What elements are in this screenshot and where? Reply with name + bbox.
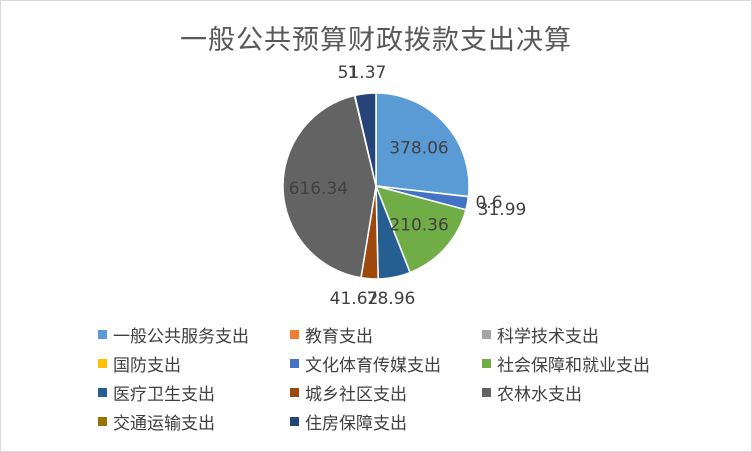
slice-data-label-5: 210.36 [389,215,448,235]
legend-entry-8: 农林水支出 [482,381,712,405]
legend-swatch [290,329,299,339]
slice-data-label-4: 31.99 [478,200,527,220]
pie-slice-0 [375,92,470,198]
legend-entry-5: 社会保障和就业支出 [482,352,712,376]
legend-label: 交通运输支出 [113,413,215,434]
pie-slice-10 [354,92,377,187]
legend-swatch [98,358,107,368]
legend-swatch [290,416,299,426]
pie-slice-5 [374,184,467,274]
legend-entry-1: 教育支出 [290,323,482,347]
slice-data-label-6: 78.96 [367,289,416,309]
legend-swatch [482,387,491,397]
legend-swatch [98,387,107,397]
legend-entry-3: 国防支出 [98,352,290,376]
legend-entry-4: 文化体育传媒支出 [290,352,482,376]
chart-title: 一般公共预算财政拨款支出决算 [180,25,572,56]
legend-swatch [98,329,107,339]
legend-entry-9: 交通运输支出 [98,410,290,434]
legend-entry-0: 一般公共服务支出 [98,323,290,347]
slice-data-label-9: 1 [348,63,359,83]
slice-data-label-0: 378.06 [389,139,448,159]
legend-label: 社会保障和就业支出 [497,355,650,376]
legend-swatch [482,358,491,368]
legend-swatch [290,387,299,397]
legend-swatch [98,416,107,426]
legend-label: 文化体育传媒支出 [305,355,441,376]
slice-data-label-7: 41.62 [330,289,379,309]
legend-entry-2: 科学技术支出 [482,323,712,347]
pie-slice-8 [282,94,377,279]
legend-entry-10: 住房保障支出 [290,410,482,434]
legend-label: 教育支出 [305,326,373,347]
legend-entry-7: 城乡社区支出 [290,381,482,405]
legend-label: 农林水支出 [497,384,582,405]
slice-data-label-3: 0.6 [475,193,502,213]
legend-entry-6: 医疗卫生支出 [98,381,290,405]
legend-swatch [290,358,299,368]
legend-label: 科学技术支出 [497,326,599,347]
legend-label: 住房保障支出 [305,413,407,434]
legend-label: 国防支出 [113,355,181,376]
slice-data-label-8: 616.34 [289,179,348,199]
legend-label: 城乡社区支出 [305,384,407,405]
chart-legend: 一般公共服务支出 教育支出 科学技术支出国防支出 文化体育传媒支出 社会保障和就业支出医… [98,323,738,434]
slice-data-label-10: 51.37 [338,63,387,83]
legend-label: 医疗卫生支出 [113,384,215,405]
legend-label: 一般公共服务支出 [113,326,249,347]
legend-swatch [482,329,491,339]
